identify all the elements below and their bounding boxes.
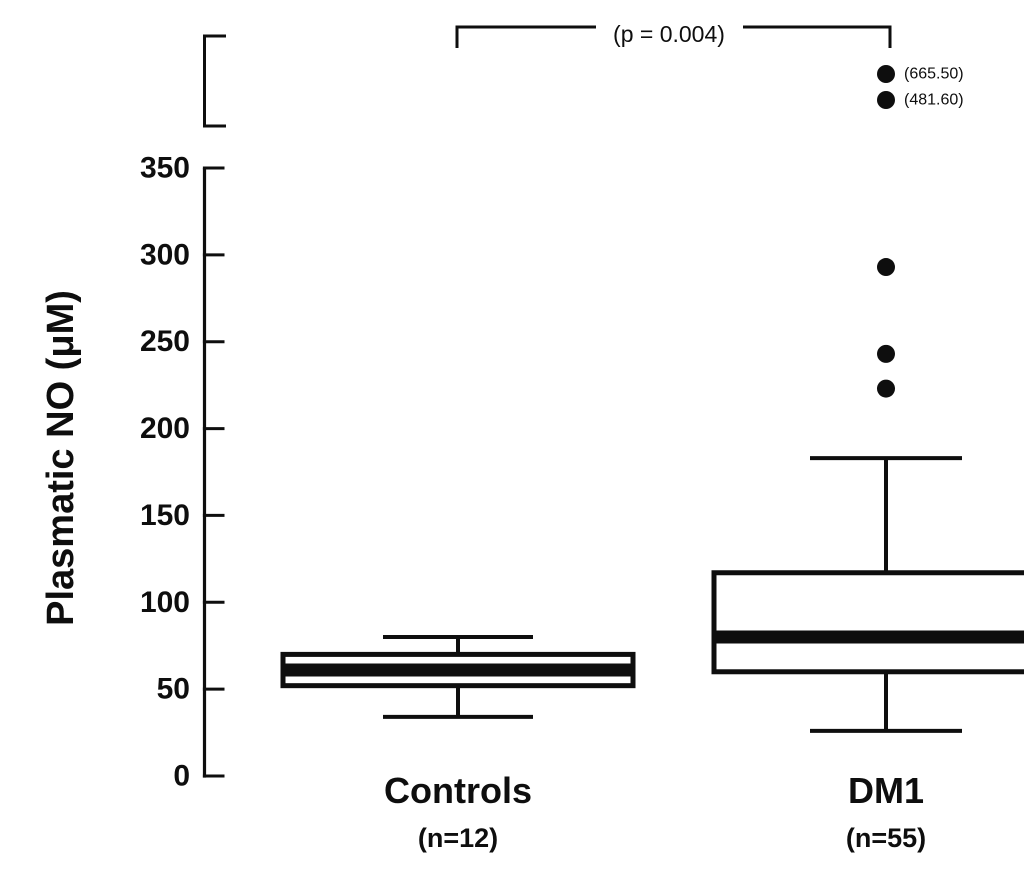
outlier-dot (877, 258, 895, 277)
offscale-outlier-dot (877, 65, 895, 83)
y-tick-label: 300 (140, 238, 190, 271)
outlier-dot (877, 344, 895, 363)
y-tick-label: 250 (140, 325, 190, 358)
group-n-label: (n=55) (846, 823, 926, 853)
box-group-controls (280, 635, 636, 719)
y-tick-label: 200 (140, 412, 190, 445)
p-value-label: (p = 0.004) (613, 21, 725, 47)
y-tick-label: 100 (140, 586, 190, 619)
y-tick-label: 50 (157, 673, 190, 706)
group-n-label: (n=12) (418, 823, 498, 853)
boxplot-chart: 0 50 100 150 200 250 300 350 Plasmatic NO (μM) Co… (40, 21, 1024, 853)
offscale-outlier-label: (481.60) (904, 92, 964, 109)
y-tick-label: 350 (140, 152, 190, 185)
axis-break-bracket (203, 34, 226, 128)
outlier-dot (877, 379, 895, 398)
iqr-box (711, 570, 1024, 675)
group-name-label: Controls (384, 770, 532, 811)
boxplot-figure: 0 50 100 150 200 250 300 350 Plasmatic NO (μM) Co… (40, 16, 1024, 857)
group-name-label: DM1 (848, 770, 924, 811)
box-group-dm1: (665.50) (481.60) (711, 65, 1024, 733)
offscale-outlier-label: (665.50) (904, 66, 964, 83)
significance-bracket (455, 25, 892, 48)
y-tick-label: 150 (140, 499, 190, 532)
offscale-outlier-dot (877, 91, 895, 109)
y-tick-label: 0 (173, 760, 190, 793)
y-axis-title: Plasmatic NO (μM) (40, 290, 82, 626)
